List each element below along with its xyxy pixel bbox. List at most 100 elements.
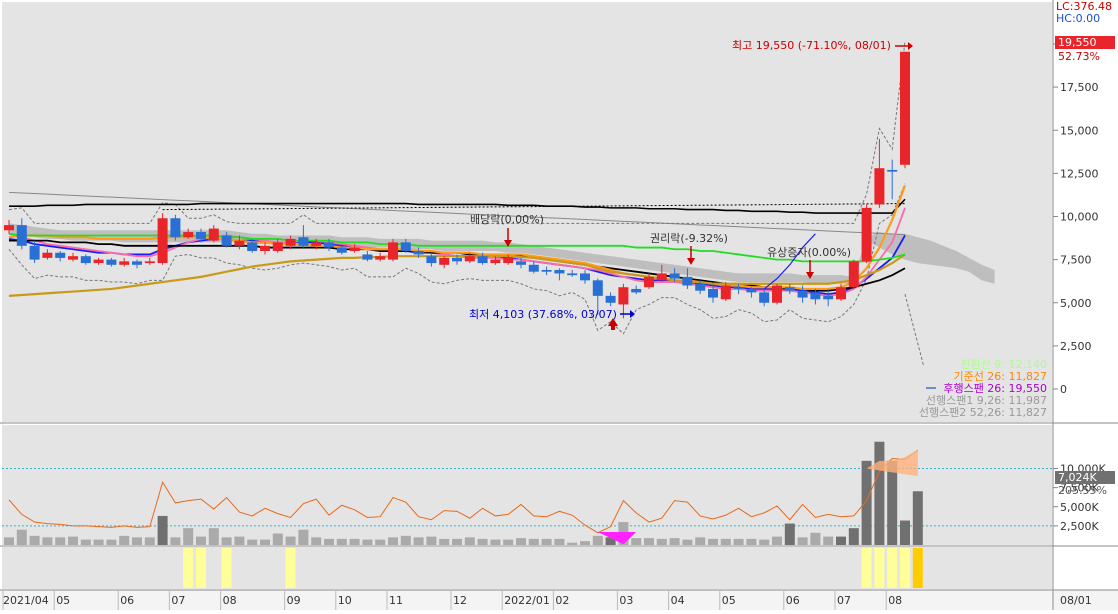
- volume-bar: [68, 536, 78, 545]
- candle-body: [528, 264, 539, 272]
- volume-bar: [516, 538, 526, 545]
- candle-body: [490, 259, 501, 264]
- band-upper-line: [8, 41, 906, 224]
- band-tail-line: [904, 293, 925, 367]
- volume-tick-label: 5,000K: [1060, 501, 1099, 514]
- candle-body: [682, 276, 693, 286]
- volume-bar: [592, 535, 603, 545]
- annotations: [504, 42, 936, 389]
- candle-body: [260, 245, 270, 251]
- volume-bar: [16, 529, 27, 545]
- volume-bar: [196, 536, 206, 545]
- candle-body: [439, 257, 450, 265]
- legend-lagging-span: 후행스팬 26: 19,550: [943, 382, 1047, 395]
- candle-body: [669, 273, 680, 279]
- time-tick-label: 2022/01: [504, 594, 550, 607]
- volume-bar: [183, 528, 194, 545]
- signal-highlight: [874, 548, 885, 588]
- time-tick-label: 07: [171, 594, 185, 607]
- candle-body: [887, 169, 898, 172]
- candle-body: [656, 273, 667, 281]
- volume-bar: [272, 533, 283, 545]
- candle-body: [208, 228, 219, 241]
- signal-highlight: [887, 548, 898, 588]
- candle-body: [631, 288, 642, 293]
- candle-body: [234, 240, 245, 246]
- time-axis: 2021/04 05 06 07 08 09 10 11 12 2022/01 02 03 04 05 06…: [2, 590, 1092, 610]
- candle-body: [196, 232, 206, 239]
- volume-low-marker: [597, 531, 637, 545]
- volume-bar: [503, 539, 514, 545]
- candle-body: [836, 287, 846, 300]
- candle-body: [375, 256, 386, 260]
- candle-body: [298, 237, 309, 246]
- volume-bar: [567, 542, 578, 545]
- candle-body: [106, 259, 117, 265]
- candle-body: [810, 292, 821, 300]
- volume-bar: [221, 537, 232, 545]
- volume-bars: [2, 441, 1052, 588]
- volume-bar: [695, 537, 706, 545]
- volume-bar: [400, 535, 411, 545]
- price-panel[interactable]: [2, 2, 1052, 422]
- volume-bar: [119, 535, 130, 545]
- legend-leading-span1: 선행스팬1 9,26: 11,987: [926, 394, 1047, 407]
- volume-bar: [477, 538, 488, 545]
- candle-body: [144, 261, 155, 264]
- price-tick-label: 12,500: [1060, 167, 1099, 180]
- signal-highlight: [196, 548, 206, 588]
- volume-bar: [208, 528, 219, 545]
- volume-bar: [157, 515, 168, 545]
- ma-short-tip: [763, 233, 816, 290]
- candle-body: [848, 261, 859, 288]
- price-tick-label: 2,500: [1060, 340, 1092, 353]
- time-tick-label: 11: [389, 594, 403, 607]
- annotation-high: 최고 19,550 (-71.10%, 08/01): [732, 39, 891, 52]
- ma-long: [9, 198, 906, 214]
- candle-body: [247, 242, 258, 251]
- volume-bar: [836, 536, 846, 545]
- candles[interactable]: [4, 51, 910, 319]
- volume-average-line: [8, 449, 919, 534]
- volume-bar: [324, 538, 334, 545]
- volume-bar: [452, 538, 462, 545]
- volume-bar: [55, 537, 66, 545]
- price-tick-label: 0: [1060, 383, 1067, 396]
- x-axis-bar: [0, 590, 1118, 610]
- volume-bar: [720, 538, 731, 545]
- volume-bar: [874, 441, 885, 545]
- candle-body: [516, 261, 526, 265]
- candle-body: [605, 295, 616, 303]
- volume-bar: [298, 529, 309, 545]
- candle-body: [861, 207, 872, 262]
- rights-arrow-head: [687, 258, 695, 265]
- candle-body: [93, 259, 104, 264]
- candle-body: [42, 252, 53, 258]
- candle-body: [336, 247, 347, 253]
- time-tick-label: 06: [786, 594, 800, 607]
- change-pct-label: 52.73%: [1058, 50, 1100, 63]
- time-tick-label: 10: [338, 594, 352, 607]
- volume-bar: [29, 535, 40, 545]
- capital-arrow-head: [806, 272, 814, 279]
- candle-body: [426, 256, 437, 264]
- annotation-low: 최저 4,103 (37.68%, 03/07): [469, 308, 617, 321]
- volume-bar: [682, 539, 693, 545]
- volume-bar: [669, 538, 680, 545]
- volume-bar: [234, 536, 245, 545]
- signal-highlight-current: [912, 548, 923, 588]
- time-tick-label: 08: [888, 594, 902, 607]
- volume-bar: [644, 538, 654, 545]
- candle-body: [720, 285, 731, 300]
- candle-body: [900, 51, 910, 165]
- volume-bar: [106, 539, 117, 545]
- lagging-trend-line: [8, 191, 906, 236]
- candle-body: [80, 256, 91, 264]
- volume-bar: [733, 538, 744, 545]
- volume-bar: [260, 539, 270, 545]
- candle-body: [477, 256, 488, 264]
- price-tick-label: 5,000: [1060, 297, 1092, 310]
- time-tick-label: 09: [287, 594, 301, 607]
- candle-body: [618, 287, 629, 305]
